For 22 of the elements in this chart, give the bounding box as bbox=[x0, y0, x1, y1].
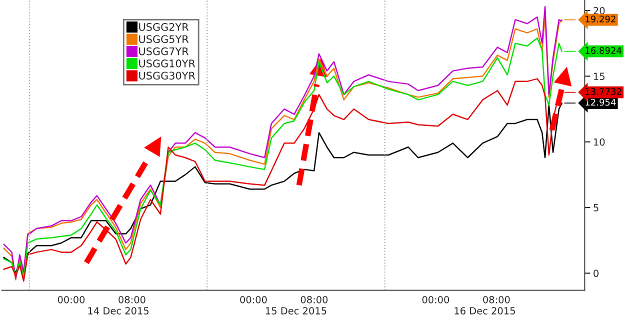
x-tick-label: 00:00 bbox=[240, 296, 267, 304]
x-tick-label: 08:00 bbox=[118, 296, 146, 304]
data-label: 16.8924 bbox=[586, 47, 622, 54]
text: 16 Dec 2015 bbox=[454, 307, 515, 314]
text: 15 Dec 2015 bbox=[266, 307, 326, 314]
y-tick-label: 5 bbox=[594, 204, 598, 212]
x-tick-label: 00:00 bbox=[422, 296, 450, 304]
text: 14 Dec 2015 bbox=[88, 307, 149, 314]
data-label: 19.292 bbox=[586, 16, 616, 22]
y-tick-label: 10 bbox=[594, 138, 605, 146]
x-tick-label: 08:00 bbox=[483, 296, 510, 304]
y-tick-label: 0 bbox=[594, 270, 599, 278]
legend-label: USGG7YR bbox=[139, 47, 189, 56]
legend-label: USGG2YR bbox=[139, 23, 189, 31]
legend-label: USGG5YR bbox=[139, 35, 189, 44]
x-tick-label: 00:00 bbox=[58, 296, 85, 304]
x-tick-label: 08:00 bbox=[300, 296, 328, 304]
data-label: 12.954 bbox=[586, 98, 616, 106]
y-tick-label: 15 bbox=[594, 72, 604, 80]
legend-label: USGG30YR bbox=[139, 72, 196, 80]
data-label: 13.7732 bbox=[586, 88, 622, 95]
legend-label: USGG10YR bbox=[139, 60, 196, 68]
